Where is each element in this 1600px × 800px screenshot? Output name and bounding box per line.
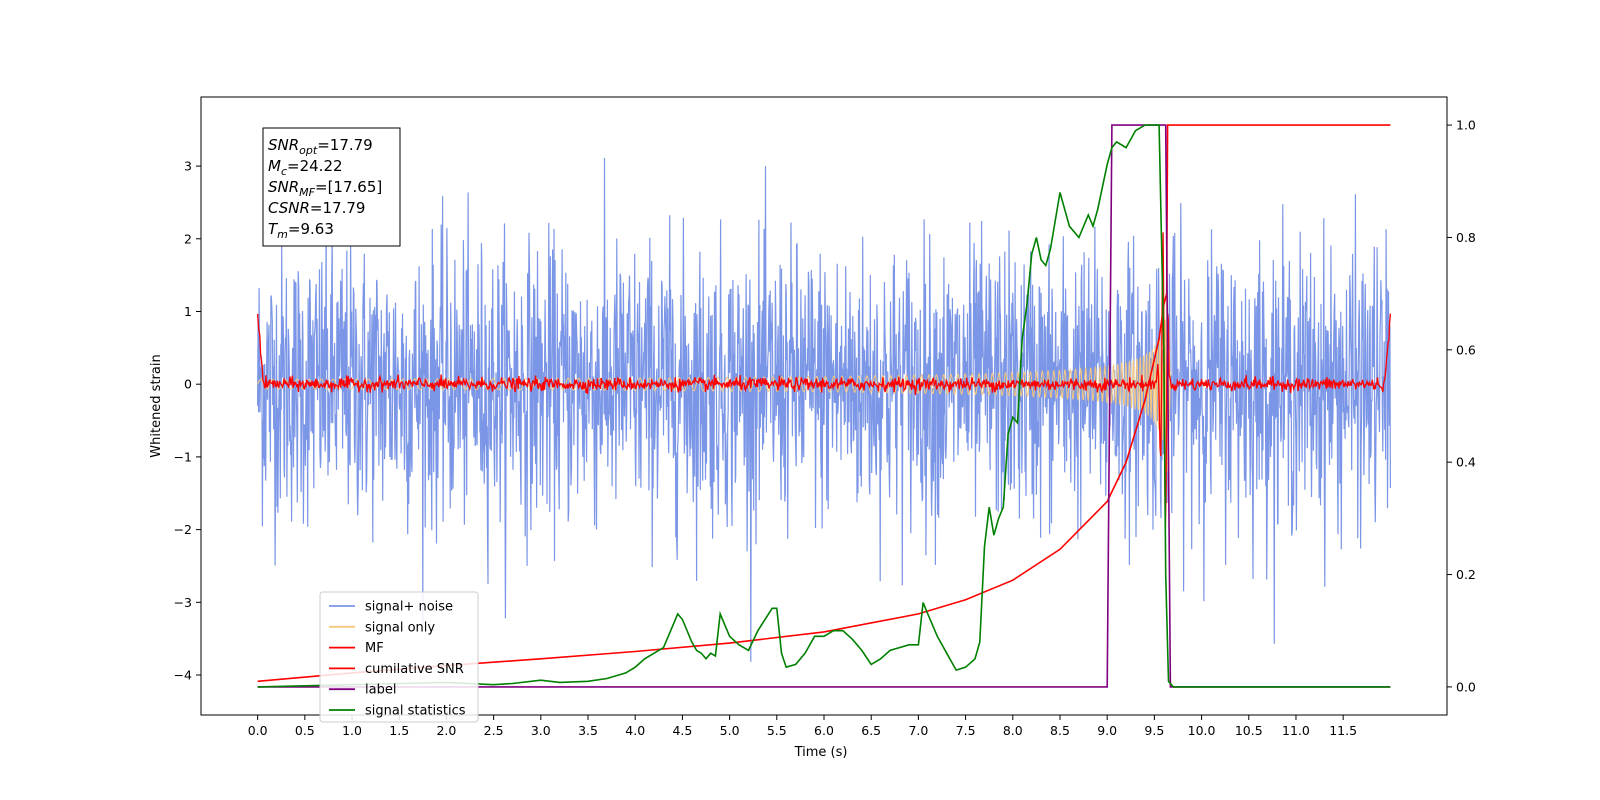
info-box-frame xyxy=(262,127,401,247)
x-tick-label: 11.0 xyxy=(1282,723,1310,738)
legend-item-signal-noise: signal+ noise xyxy=(329,600,453,615)
legend-frame xyxy=(319,591,479,723)
series-signal-only xyxy=(257,283,1172,472)
y2-tick-label: 0.8 xyxy=(1456,230,1476,245)
legend-item-cumilative-snr: cumilative SNR xyxy=(329,662,464,677)
x-tick-label: 7.0 xyxy=(908,723,928,738)
y-axis-right: 1.0 0.8 0.6 0.4 0.2 0.0 xyxy=(1447,118,1476,694)
y2-tick-label: 0.0 xyxy=(1456,679,1476,694)
legend-label: signal statistics xyxy=(365,704,466,719)
x-axis: 0.0 0.5 1.0 1.5 2.0 2.5 3.0 3.5 4.0 4.5 5.0 5.5 6.0 6… xyxy=(248,715,1357,738)
y-axis-left: 3 2 1 0 −1 −2 −3 −4 xyxy=(174,159,201,683)
info-box: SNRopt=17.79 Mc=24.22 SNRMF=[17.65] CSNR… xyxy=(262,127,401,247)
x-tick-label: 5.5 xyxy=(767,723,787,738)
x-tick-label: 1.0 xyxy=(342,723,362,738)
x-tick-label: 7.5 xyxy=(956,723,976,738)
y-tick-label: 1 xyxy=(184,304,192,319)
y2-tick-label: 0.2 xyxy=(1456,567,1476,582)
legend-item-signal-statistics: signal statistics xyxy=(329,704,466,719)
x-tick-label: 8.5 xyxy=(1050,723,1070,738)
legend-label: signal only xyxy=(365,620,435,635)
y-tick-label: 3 xyxy=(184,159,192,174)
legend-label: MF xyxy=(365,641,384,656)
x-tick-label: 6.5 xyxy=(861,723,881,738)
x-tick-label: 8.0 xyxy=(1003,723,1023,738)
legend-item-signal-only: signal only xyxy=(329,620,435,635)
info-snr-opt: SNRopt=17.79 xyxy=(268,136,373,157)
y-tick-label: 0 xyxy=(184,377,192,392)
y-tick-label: 2 xyxy=(184,231,192,246)
legend-item-label: label xyxy=(329,683,396,698)
y-tick-label: −3 xyxy=(174,595,192,610)
y2-tick-label: 1.0 xyxy=(1456,118,1476,133)
x-tick-label: 5.0 xyxy=(720,723,740,738)
x-tick-label: 3.5 xyxy=(578,723,598,738)
legend-item-mf: MF xyxy=(329,641,384,656)
y-tick-label: −2 xyxy=(174,522,192,537)
legend-label: cumilative SNR xyxy=(365,662,464,677)
legend: signal+ noise signal only MF cumilative SNR… xyxy=(319,591,479,723)
x-tick-label: 0.5 xyxy=(295,723,315,738)
x-tick-label: 2.5 xyxy=(484,723,504,738)
info-snr-mf: SNRMF=[17.65] xyxy=(268,178,382,199)
series-signal-statistics xyxy=(257,124,1391,688)
x-tick-label: 6.0 xyxy=(814,723,834,738)
series-cumilative-snr xyxy=(257,124,1391,683)
series-mf xyxy=(256,232,1392,533)
x-tick-label: 9.5 xyxy=(1144,723,1164,738)
legend-label: label xyxy=(365,683,396,698)
x-tick-label: 1.5 xyxy=(389,723,409,738)
x-tick-label: 4.5 xyxy=(672,723,692,738)
legend-label: signal+ noise xyxy=(365,600,453,615)
x-tick-label: 3.0 xyxy=(531,723,551,738)
x-tick-label: 10.5 xyxy=(1235,723,1263,738)
info-csnr: CSNR=17.79 xyxy=(268,199,365,217)
y-tick-label: −4 xyxy=(174,668,192,683)
series-layer xyxy=(256,124,1392,688)
x-tick-label: 2.0 xyxy=(436,723,456,738)
series-signal-noise xyxy=(257,157,1391,662)
x-axis-label: Time (s) xyxy=(794,745,848,760)
y-tick-label: −1 xyxy=(174,449,192,464)
x-tick-label: 0.0 xyxy=(248,723,268,738)
x-tick-label: 11.5 xyxy=(1329,723,1357,738)
info-mc: Mc=24.22 xyxy=(268,157,343,178)
x-tick-label: 10.0 xyxy=(1188,723,1216,738)
info-tm: Tm=9.63 xyxy=(268,220,334,241)
y-axis-label: Whitened strain xyxy=(149,354,164,457)
x-tick-label: 9.0 xyxy=(1097,723,1117,738)
y2-tick-label: 0.4 xyxy=(1456,455,1476,470)
x-tick-label: 4.0 xyxy=(625,723,645,738)
y2-tick-label: 0.6 xyxy=(1456,342,1476,357)
